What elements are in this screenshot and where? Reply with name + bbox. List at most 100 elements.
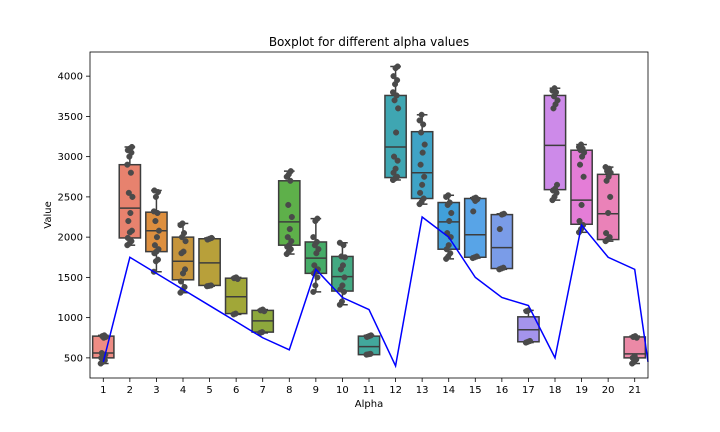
data-point xyxy=(631,353,638,360)
data-point xyxy=(314,215,321,222)
data-point xyxy=(393,129,400,136)
data-point xyxy=(288,238,295,245)
x-tick-label: 16 xyxy=(495,385,508,396)
data-point xyxy=(285,201,292,208)
data-point xyxy=(602,164,609,171)
data-point xyxy=(420,195,427,202)
data-point xyxy=(129,193,136,200)
x-tick-label: 4 xyxy=(180,385,186,396)
data-point xyxy=(419,181,426,188)
data-point xyxy=(310,288,317,295)
x-tick-label: 11 xyxy=(363,385,376,396)
data-point xyxy=(496,226,503,233)
x-tick-label: 1 xyxy=(100,385,106,396)
box xyxy=(198,237,221,287)
data-point xyxy=(338,253,345,260)
chart-title: Boxplot for different alpha values xyxy=(269,35,469,49)
data-point xyxy=(152,217,159,225)
data-point xyxy=(389,89,397,96)
data-point xyxy=(445,192,452,199)
data-point xyxy=(603,230,610,237)
data-point xyxy=(180,248,187,255)
data-point xyxy=(151,242,158,249)
x-tick-label: 12 xyxy=(389,385,402,396)
x-tick-label: 18 xyxy=(549,385,562,396)
box xyxy=(490,213,514,270)
data-point xyxy=(632,333,639,340)
data-point xyxy=(154,256,162,263)
box xyxy=(118,163,142,239)
data-point xyxy=(288,213,295,221)
x-tick-label: 21 xyxy=(628,385,641,396)
y-tick-label: 3000 xyxy=(58,152,83,163)
y-tick-label: 3500 xyxy=(58,112,83,123)
data-point xyxy=(607,193,614,200)
axes-frame xyxy=(89,51,649,379)
data-point xyxy=(233,274,240,281)
data-point xyxy=(339,262,346,269)
box xyxy=(570,149,593,226)
data-point xyxy=(395,105,402,112)
data-point xyxy=(394,77,401,84)
data-point xyxy=(367,332,375,339)
data-point xyxy=(155,227,163,234)
data-point xyxy=(341,274,348,281)
data-point xyxy=(125,189,132,196)
data-point xyxy=(98,349,105,357)
data-point xyxy=(313,238,320,246)
data-point xyxy=(445,242,452,249)
data-point xyxy=(473,253,480,260)
data-point xyxy=(232,310,239,317)
data-point xyxy=(124,161,131,168)
data-point xyxy=(310,234,317,241)
data-point xyxy=(553,181,561,188)
x-tick-label: 17 xyxy=(522,385,535,396)
data-point xyxy=(312,282,319,289)
data-point xyxy=(128,143,135,151)
data-point xyxy=(287,177,294,184)
data-point xyxy=(287,168,294,175)
data-point xyxy=(180,230,188,237)
data-point xyxy=(418,111,425,118)
data-point xyxy=(421,141,428,148)
box xyxy=(596,173,620,241)
data-point xyxy=(339,282,346,289)
data-point xyxy=(390,153,398,160)
x-tick-label: 9 xyxy=(313,385,319,396)
data-point xyxy=(127,209,134,217)
data-point xyxy=(554,97,561,104)
data-point xyxy=(155,246,162,253)
data-point xyxy=(419,149,426,156)
data-point xyxy=(182,238,189,245)
x-tick-label: 15 xyxy=(469,385,482,396)
x-tick-label: 3 xyxy=(153,385,159,396)
data-point xyxy=(606,234,613,241)
data-point xyxy=(446,199,453,206)
data-point xyxy=(416,117,423,124)
data-point xyxy=(101,332,108,339)
data-point xyxy=(151,187,158,194)
series-line xyxy=(102,215,649,369)
data-point xyxy=(500,210,507,217)
x-tick-label: 19 xyxy=(575,385,588,396)
data-point xyxy=(446,217,453,225)
data-point xyxy=(578,201,585,208)
data-point xyxy=(336,239,343,246)
x-tick-label: 20 xyxy=(602,385,615,396)
data-point xyxy=(418,129,425,136)
data-point xyxy=(179,220,186,227)
data-point xyxy=(420,121,427,128)
data-point xyxy=(315,246,322,253)
x-tick-label: 8 xyxy=(286,385,292,396)
data-point xyxy=(128,227,135,234)
x-axis-label: Alpha xyxy=(355,399,383,410)
data-point xyxy=(605,209,612,217)
data-point xyxy=(367,350,374,357)
data-point xyxy=(124,234,131,241)
box xyxy=(463,197,487,259)
data-point xyxy=(181,266,189,273)
y-tick-label: 500 xyxy=(64,353,83,364)
y-tick-label: 1000 xyxy=(58,313,83,324)
